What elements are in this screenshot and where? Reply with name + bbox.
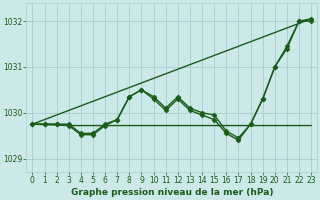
X-axis label: Graphe pression niveau de la mer (hPa): Graphe pression niveau de la mer (hPa) (70, 188, 273, 197)
